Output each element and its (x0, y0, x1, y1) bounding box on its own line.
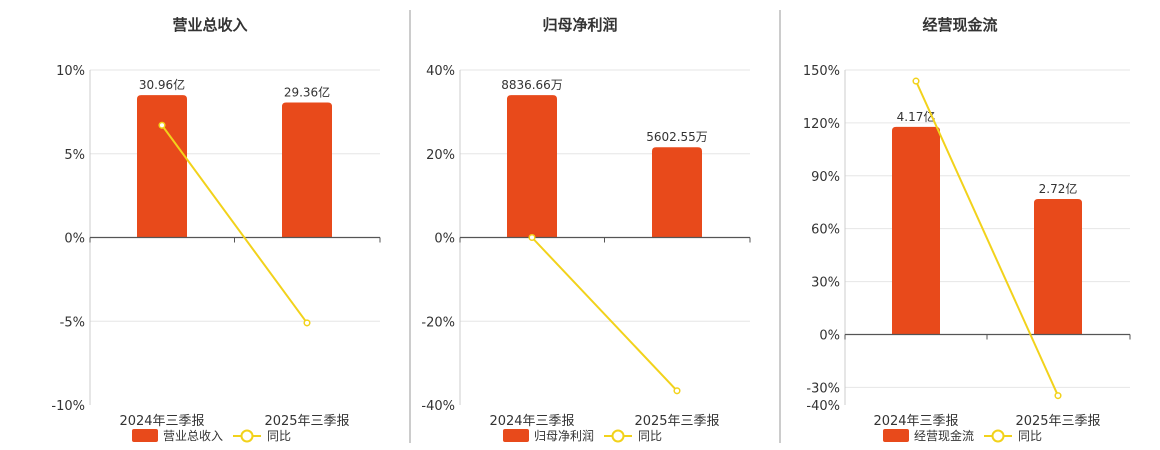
y-tick-label: 10% (56, 64, 85, 79)
bar (1034, 199, 1082, 335)
legend-bar-swatch (132, 429, 158, 442)
y-tick-label: 30% (811, 276, 840, 291)
y-tick-label: 0% (64, 232, 85, 247)
y-tick-label: 120% (803, 117, 840, 132)
y-tick-label: 40% (426, 64, 455, 79)
yoy-point (303, 319, 311, 327)
yoy-line (161, 124, 308, 324)
yoy-line (915, 80, 1059, 397)
x-category-label: 2025年三季报 (634, 414, 719, 429)
legend-line-label: 同比 (267, 429, 291, 443)
y-tick-label: 0% (819, 328, 840, 343)
bar-value-label: 8836.66万 (501, 78, 563, 92)
y-tick-label: 0% (434, 232, 455, 247)
yoy-point (912, 77, 920, 85)
chart-title: 归母净利润 (542, 16, 617, 34)
chart-title: 经营现金流 (922, 16, 997, 34)
bar (137, 95, 187, 238)
legend-line-label: 同比 (1018, 429, 1042, 443)
legend-bar-label: 归母净利润 (534, 429, 594, 443)
x-category-label: 2024年三季报 (489, 414, 574, 429)
y-tick-label: -40% (806, 399, 840, 414)
bar-value-label: 29.36亿 (284, 84, 330, 99)
x-category-label: 2024年三季报 (119, 414, 204, 429)
legend-line-label: 同比 (638, 429, 662, 443)
legend-bar-swatch (883, 429, 909, 442)
bar-value-label: 2.72亿 (1039, 181, 1078, 196)
yoy-point (528, 233, 536, 242)
y-tick-label: -10% (51, 399, 85, 414)
bar (652, 147, 702, 238)
y-tick-label: 5% (64, 148, 85, 163)
y-tick-label: 60% (811, 223, 840, 238)
bar-value-label: 4.17亿 (897, 109, 936, 124)
y-tick-label: -40% (421, 399, 455, 414)
legend-bar-label: 营业总收入 (163, 429, 223, 443)
legend-line-marker (611, 429, 625, 443)
x-category-label: 2025年三季报 (1015, 414, 1100, 429)
legend-line-marker (991, 429, 1005, 443)
x-category-label: 2025年三季报 (264, 414, 349, 429)
y-tick-label: 150% (803, 64, 840, 79)
bar-value-label: 30.96亿 (139, 77, 185, 92)
y-tick-label: 90% (811, 170, 840, 185)
bar (892, 126, 940, 335)
legend-bar-swatch (503, 429, 529, 442)
bar (507, 95, 557, 238)
bar (282, 102, 332, 238)
yoy-point (1054, 392, 1062, 400)
chart-title: 营业总收入 (172, 16, 247, 34)
y-tick-label: -30% (806, 381, 840, 396)
y-tick-label: -5% (60, 315, 85, 330)
yoy-point (158, 121, 166, 129)
x-category-label: 2024年三季报 (873, 414, 958, 429)
yoy-point (673, 387, 681, 395)
y-tick-label: 20% (426, 148, 455, 163)
y-tick-label: -20% (421, 315, 455, 330)
yoy-line (531, 236, 678, 392)
legend-bar-label: 经营现金流 (914, 428, 974, 443)
legend-line-marker (240, 429, 254, 443)
bar-value-label: 5602.55万 (646, 130, 708, 144)
